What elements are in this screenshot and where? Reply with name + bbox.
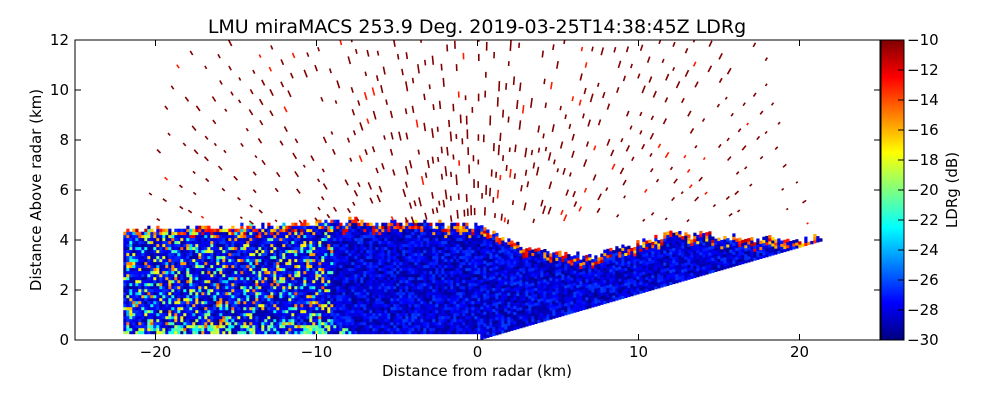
colorbar-tick-label: −30 <box>907 331 939 349</box>
y-tick-label: 6 <box>59 181 69 199</box>
colorbar-tick-label: −26 <box>907 271 939 289</box>
y-tick-label: 8 <box>59 131 69 149</box>
y-tick-label: 12 <box>50 31 69 49</box>
y-tick-label: 10 <box>50 81 69 99</box>
colorbar-ticks: −30 −28 −26 −24 −22 −20 −18 −16 −14 −12 −10 <box>898 31 939 349</box>
x-tick-label: −10 <box>301 343 333 361</box>
y-axis-label: Distance Above radar (km) <box>27 89 45 291</box>
x-tick-label: 10 <box>629 343 648 361</box>
y-axis: 0 2 4 6 8 10 12 <box>50 31 880 349</box>
colorbar-tick-label: −18 <box>907 151 939 169</box>
y-tick-label: 4 <box>59 231 69 249</box>
y-tick-label: 0 <box>59 331 69 349</box>
colorbar-tick-label: −12 <box>907 61 939 79</box>
colorbar-tick-label: −16 <box>907 121 939 139</box>
x-axis: −20 −10 0 10 20 <box>140 40 809 361</box>
x-tick-label: 20 <box>790 343 809 361</box>
x-tick-label: −20 <box>140 343 172 361</box>
plot-area <box>123 40 823 340</box>
colorbar-tick-label: −14 <box>907 91 939 109</box>
colorbar-tick-label: −28 <box>907 301 939 319</box>
sparse-returns <box>148 40 809 225</box>
y-tick-label: 2 <box>59 281 69 299</box>
chart-title: LMU miraMACS 253.9 Deg. 2019-03-25T14:38… <box>208 16 746 38</box>
x-tick-label: 0 <box>473 343 483 361</box>
cloud-layer-cells <box>123 216 823 340</box>
colorbar-tick-label: −24 <box>907 241 939 259</box>
x-axis-label: Distance from radar (km) <box>382 362 572 380</box>
colorbar-label: LDRg (dB) <box>943 152 961 228</box>
colorbar-tick-label: −20 <box>907 181 939 199</box>
colorbar-tick-label: −22 <box>907 211 939 229</box>
colorbar-tick-label: −10 <box>907 31 939 49</box>
